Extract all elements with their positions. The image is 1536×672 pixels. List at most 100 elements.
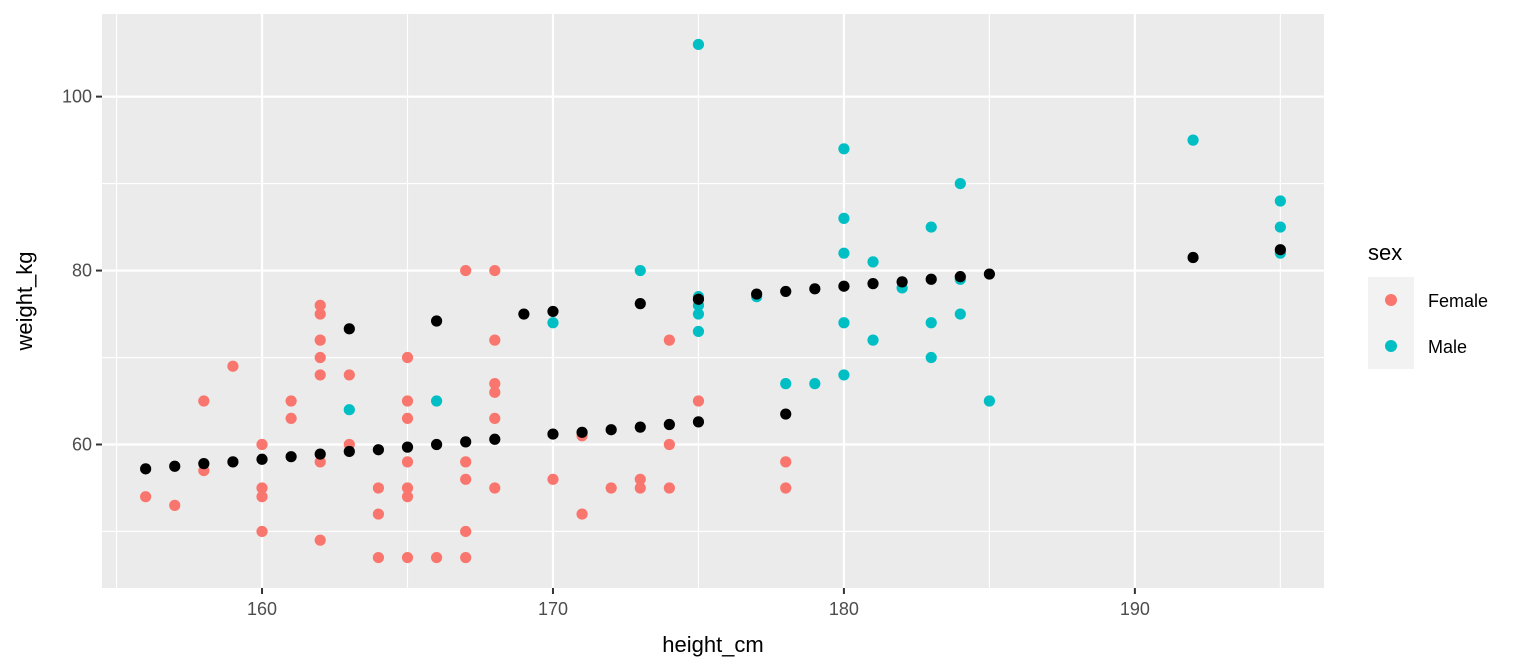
x-axis-title: height_cm: [662, 632, 764, 657]
point-fitted: [809, 283, 821, 295]
point-fitted: [547, 305, 559, 318]
point-female: [605, 482, 617, 494]
point-female: [663, 438, 675, 451]
point-fitted: [430, 315, 443, 327]
point-fitted: [634, 298, 646, 310]
point-fitted: [692, 293, 705, 305]
point-male: [430, 395, 443, 407]
point-female: [256, 491, 268, 503]
point-female: [401, 456, 414, 468]
point-female: [489, 264, 501, 277]
point-female: [372, 551, 385, 564]
point-male: [925, 351, 937, 364]
point-fitted: [751, 288, 763, 300]
point-female: [256, 482, 268, 494]
point-female: [343, 369, 355, 381]
point-male: [1187, 134, 1199, 146]
point-fitted: [634, 421, 646, 433]
point-fitted: [1187, 251, 1199, 264]
point-fitted: [285, 451, 297, 463]
point-male: [954, 308, 966, 320]
point-male: [838, 212, 850, 224]
point-male: [692, 38, 705, 51]
legend-label-female: Female: [1428, 291, 1488, 311]
point-male: [692, 308, 705, 320]
point-male: [954, 177, 966, 190]
point-fitted: [256, 453, 268, 465]
point-female: [780, 482, 792, 494]
point-fitted: [692, 416, 705, 428]
point-fitted: [430, 438, 443, 451]
point-fitted: [518, 308, 530, 320]
point-female: [460, 525, 472, 538]
point-fitted: [372, 444, 385, 456]
point-female: [140, 491, 152, 503]
point-female: [372, 482, 385, 494]
x-tick-label: 170: [538, 599, 568, 619]
point-female: [460, 473, 472, 485]
point-fitted: [547, 428, 559, 440]
point-fitted: [489, 433, 501, 445]
point-female: [460, 456, 472, 468]
point-female: [314, 351, 326, 364]
point-female: [489, 412, 501, 425]
point-female: [634, 473, 646, 485]
point-female: [285, 412, 297, 425]
point-female: [314, 308, 326, 320]
point-male: [867, 334, 879, 346]
x-axis-ticks: 160 170 180 190: [247, 588, 1150, 619]
point-female: [372, 508, 385, 520]
point-male: [838, 247, 850, 259]
legend-key-male: [1385, 340, 1397, 352]
data-points: [140, 38, 1286, 564]
x-tick-label: 190: [1120, 599, 1150, 619]
point-female: [489, 482, 501, 494]
point-fitted: [140, 463, 152, 475]
point-female: [489, 378, 501, 390]
point-fitted: [314, 448, 326, 460]
plot-panel: [102, 14, 1324, 588]
point-female: [401, 395, 414, 407]
point-fitted: [1274, 244, 1286, 256]
point-female: [198, 395, 210, 407]
legend-key-female: [1385, 294, 1397, 306]
y-axis-title: weight_kg: [12, 251, 37, 351]
y-tick-label: 100: [62, 87, 92, 107]
point-female: [169, 499, 181, 511]
point-female: [401, 482, 414, 494]
point-fitted: [954, 271, 966, 283]
point-female: [227, 360, 239, 372]
point-female: [663, 334, 675, 346]
point-fitted: [227, 456, 239, 468]
point-male: [1274, 195, 1286, 207]
x-tick-label: 160: [247, 599, 277, 619]
point-male: [809, 378, 821, 390]
point-female: [430, 551, 443, 564]
point-fitted: [925, 273, 937, 285]
point-female: [547, 473, 559, 485]
point-female: [314, 534, 326, 546]
point-fitted: [663, 418, 675, 431]
point-female: [401, 412, 414, 425]
point-male: [692, 325, 705, 338]
point-male: [925, 317, 937, 329]
point-female: [314, 334, 326, 346]
point-female: [663, 482, 675, 494]
point-male: [634, 264, 646, 277]
point-fitted: [605, 424, 617, 436]
point-fitted: [780, 408, 792, 420]
point-female: [401, 491, 414, 503]
point-fitted: [401, 441, 414, 453]
y-axis-ticks: 60 80 100: [62, 87, 102, 455]
point-female: [314, 299, 326, 311]
point-female: [314, 369, 326, 381]
x-tick-label: 180: [829, 599, 859, 619]
point-female: [576, 508, 588, 520]
point-female: [780, 456, 792, 468]
point-fitted: [780, 285, 792, 298]
point-male: [780, 378, 792, 390]
point-female: [692, 395, 705, 407]
point-male: [343, 404, 355, 416]
point-female: [256, 438, 268, 451]
